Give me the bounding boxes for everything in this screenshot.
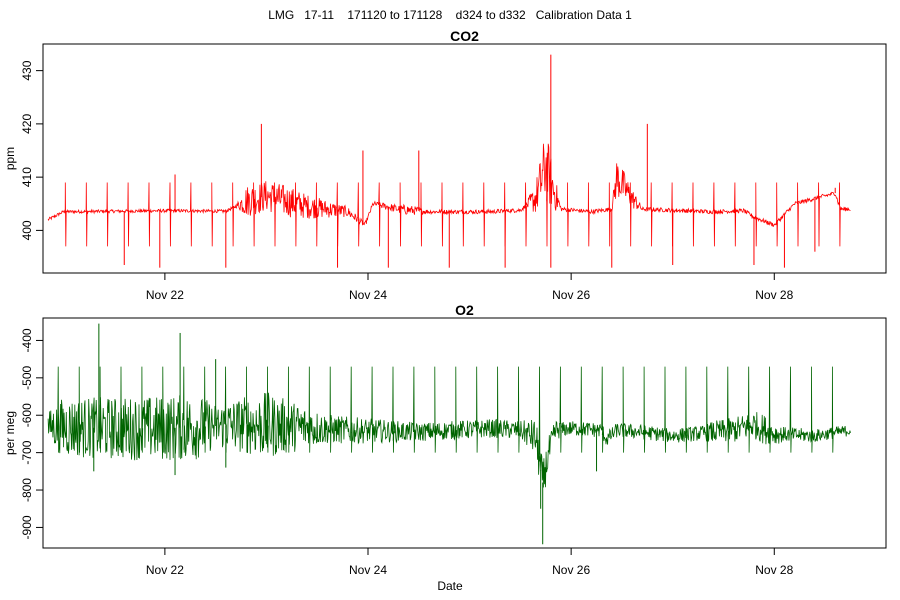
co2-x-tick-label-1: Nov 24	[349, 288, 387, 302]
o2-x-tick-label-2: Nov 26	[552, 563, 590, 577]
o2-x-tick-label-1: Nov 24	[349, 563, 387, 577]
co2-plot-frame	[42, 43, 887, 274]
o2-series-line	[47, 366, 851, 488]
o2-x-tick-label-0: Nov 22	[146, 563, 184, 577]
o2-y-tick-label-4: -500	[20, 366, 34, 390]
co2-x-tick-label-0: Nov 22	[146, 288, 184, 302]
co2-x-tick-label-2: Nov 26	[552, 288, 590, 302]
co2-y-tick-label-0: 400	[20, 220, 34, 240]
co2-series-line	[47, 143, 851, 247]
o2-panel-title: O2	[455, 302, 474, 318]
x-axis-label: Date	[437, 579, 463, 593]
figure-title: LMG 17-11 171120 to 171128 d324 to d332 …	[268, 8, 632, 22]
co2-y-tick-label-1: 410	[20, 167, 34, 187]
o2-y-tick-label-5: -400	[20, 328, 34, 352]
co2-y-tick-label-2: 420	[20, 114, 34, 134]
o2-plot-frame	[42, 317, 887, 549]
co2-y-axis-label: ppm	[3, 147, 17, 170]
o2-x-tick-label-3: Nov 28	[755, 563, 793, 577]
o2-y-tick-label-2: -700	[20, 440, 34, 464]
o2-y-tick-label-0: -900	[20, 515, 34, 539]
co2-panel-title: CO2	[450, 28, 479, 44]
o2-y-axis-label: per meg	[3, 411, 17, 455]
o2-y-tick-label-1: -800	[20, 478, 34, 502]
co2-x-tick-label-3: Nov 28	[755, 288, 793, 302]
o2-y-tick-label-3: -600	[20, 403, 34, 427]
co2-y-tick-label-3: 430	[20, 60, 34, 80]
